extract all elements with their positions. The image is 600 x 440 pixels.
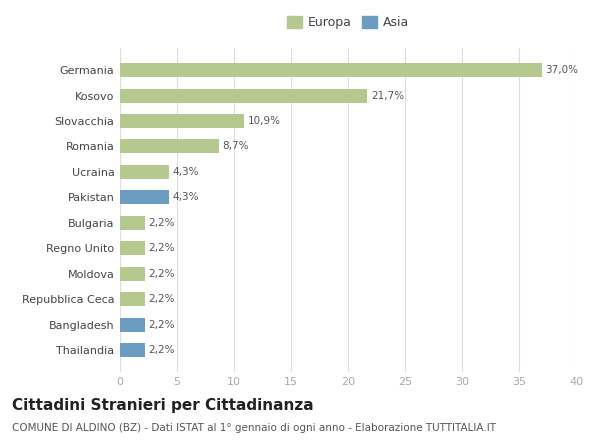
Bar [120,318,145,332]
Legend: Europa, Asia: Europa, Asia [283,13,413,33]
Bar [120,139,219,154]
Bar [120,241,145,255]
Text: Cittadini Stranieri per Cittadinanza: Cittadini Stranieri per Cittadinanza [12,398,314,413]
Text: 4,3%: 4,3% [172,167,199,177]
Bar [120,343,145,357]
Text: 37,0%: 37,0% [545,65,578,75]
Text: 2,2%: 2,2% [149,345,175,355]
Bar [120,191,169,204]
Text: 10,9%: 10,9% [248,116,281,126]
Text: 2,2%: 2,2% [149,243,175,253]
Bar [120,88,367,103]
Text: 2,2%: 2,2% [149,319,175,330]
Bar [120,114,244,128]
Bar [120,292,145,306]
Text: 2,2%: 2,2% [149,218,175,228]
Bar [120,165,169,179]
Text: 2,2%: 2,2% [149,294,175,304]
Bar [120,267,145,281]
Bar [120,216,145,230]
Text: COMUNE DI ALDINO (BZ) - Dati ISTAT al 1° gennaio di ogni anno - Elaborazione TUT: COMUNE DI ALDINO (BZ) - Dati ISTAT al 1°… [12,423,496,433]
Text: 4,3%: 4,3% [172,192,199,202]
Text: 2,2%: 2,2% [149,269,175,279]
Text: 21,7%: 21,7% [371,91,404,101]
Bar [120,63,542,77]
Text: 8,7%: 8,7% [223,142,249,151]
